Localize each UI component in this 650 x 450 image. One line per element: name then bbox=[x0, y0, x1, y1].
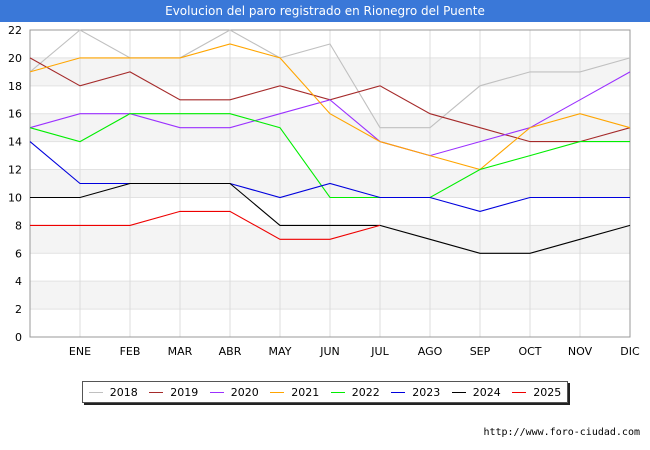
y-tick-label: 18 bbox=[8, 80, 22, 93]
x-tick-label: NOV bbox=[568, 345, 593, 358]
legend-label: 2022 bbox=[351, 385, 380, 399]
plot-frame bbox=[29, 29, 631, 338]
y-tick-label: 4 bbox=[15, 275, 22, 288]
x-tick-label: JUN bbox=[319, 345, 340, 358]
y-tick-label: 0 bbox=[15, 331, 22, 344]
legend-label: 2025 bbox=[533, 385, 562, 399]
y-tick-label: 16 bbox=[8, 108, 22, 121]
x-tick-label: JUL bbox=[370, 345, 389, 358]
x-tick-label: DIC bbox=[620, 345, 640, 358]
y-tick-label: 20 bbox=[8, 52, 22, 65]
y-tick-label: 8 bbox=[15, 219, 22, 232]
legend-item-2021: 2021 bbox=[270, 386, 319, 399]
x-tick-label: ABR bbox=[219, 345, 242, 358]
y-tick-label: 12 bbox=[8, 164, 22, 177]
x-tick-label: ENE bbox=[69, 345, 91, 358]
x-tick-label: OCT bbox=[518, 345, 541, 358]
legend-label: 2023 bbox=[412, 385, 441, 399]
legend-swatch bbox=[391, 391, 406, 393]
series-line-2022 bbox=[29, 113, 630, 199]
legend-swatch bbox=[88, 391, 103, 393]
title-bar bbox=[0, 0, 650, 22]
y-tick-label: 22 bbox=[8, 24, 22, 37]
legend-item-2024: 2024 bbox=[451, 385, 501, 399]
legend-swatch bbox=[209, 391, 224, 393]
legend-item-2025: 2025 bbox=[512, 386, 561, 399]
y-tick-label: 14 bbox=[8, 136, 22, 149]
legend-swatch bbox=[270, 391, 285, 393]
legend-item-2020: 2020 bbox=[209, 385, 259, 399]
source-url: http://www.foro-ciudad.com bbox=[483, 427, 640, 438]
x-tick-label: MAY bbox=[269, 345, 292, 358]
x-tick-label: SEP bbox=[470, 345, 491, 358]
y-tick-label: 6 bbox=[15, 247, 22, 260]
legend-label: 2020 bbox=[230, 385, 259, 399]
x-tick-label: MAR bbox=[168, 345, 193, 358]
legend-item-2022: 2022 bbox=[330, 385, 380, 399]
x-tick-label: FEB bbox=[120, 345, 141, 358]
x-tick-label: AGO bbox=[418, 345, 443, 358]
series-line-2025 bbox=[30, 210, 381, 240]
legend-item-2018: 2018 bbox=[88, 385, 138, 399]
legend-label: 2019 bbox=[170, 385, 199, 399]
chart-title: Evolucion del paro registrado en Rionegr… bbox=[165, 4, 485, 18]
legend-swatch bbox=[149, 391, 164, 393]
legend-label: 2021 bbox=[291, 385, 320, 399]
legend-item-2019: 2019 bbox=[149, 386, 198, 399]
legend-item-2023: 2023 bbox=[391, 386, 440, 399]
y-tick-label: 2 bbox=[15, 303, 22, 316]
legend-swatch bbox=[451, 391, 466, 393]
legend-swatch bbox=[512, 391, 527, 393]
series-line-2021 bbox=[29, 43, 631, 171]
series-line-2024 bbox=[30, 182, 631, 254]
legend-label: 2024 bbox=[472, 385, 501, 399]
chart-legend: 2018 2019 2020 2021 2022 2023 2024 2025 bbox=[82, 381, 568, 403]
y-tick-label: 10 bbox=[8, 191, 22, 204]
legend-swatch bbox=[330, 391, 345, 393]
legend-label: 2018 bbox=[109, 385, 138, 399]
